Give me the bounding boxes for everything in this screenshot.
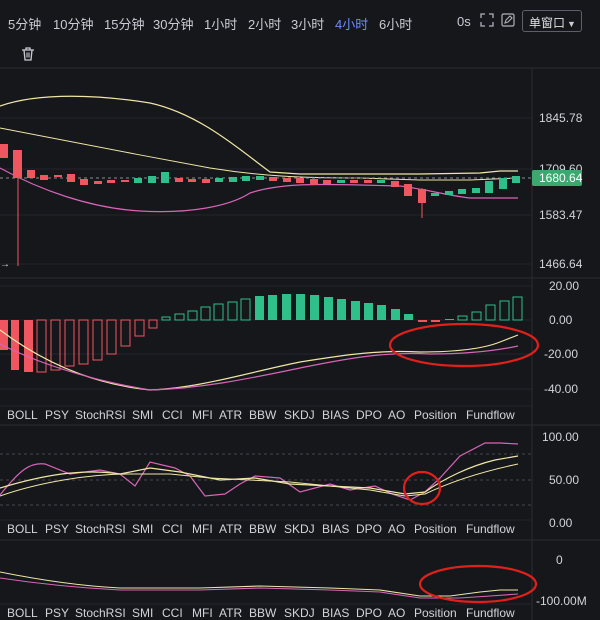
timeframe-6h[interactable]: 6小时 bbox=[379, 17, 413, 32]
price-candles bbox=[0, 144, 520, 266]
chevron-down-icon: ▼ bbox=[567, 19, 576, 29]
price-tick-4: 1466.64 bbox=[539, 257, 583, 271]
timeframe-2h[interactable]: 2小时 bbox=[248, 17, 282, 32]
tab-mfi[interactable]: MFI bbox=[192, 408, 213, 422]
tab-bbw[interactable]: BBW bbox=[249, 606, 277, 620]
tab-psy[interactable]: PSY bbox=[45, 606, 69, 620]
tab-boll[interactable]: BOLL bbox=[7, 408, 38, 422]
macd-tick-1: 20.00 bbox=[549, 279, 579, 293]
tab-bias[interactable]: BIAS bbox=[322, 606, 349, 620]
tab-dpo[interactable]: DPO bbox=[356, 522, 382, 536]
macd-panel: 20.00 0.00 -20.00 -40.00 bbox=[0, 279, 579, 396]
tab-fundflow[interactable]: Fundflow bbox=[466, 606, 515, 620]
macd-tick-4: -40.00 bbox=[544, 382, 578, 396]
tab-position[interactable]: Position bbox=[414, 408, 457, 422]
macd-tick-2: 0.00 bbox=[549, 313, 573, 327]
fund-tick-1: 0 bbox=[556, 553, 563, 567]
tab-stochrsi[interactable]: StochRSI bbox=[75, 408, 126, 422]
kdj-tick-1: 100.00 bbox=[542, 430, 579, 444]
tab-smi[interactable]: SMI bbox=[132, 522, 153, 536]
annotation-circle-fundflow bbox=[418, 564, 538, 604]
timeframe-30m[interactable]: 30分钟 bbox=[153, 17, 194, 32]
price-panel: → 1845.78 1709.60 1583.47 1466.64 1680.6… bbox=[0, 95, 583, 271]
tab-position[interactable]: Position bbox=[414, 606, 457, 620]
tab-bbw[interactable]: BBW bbox=[249, 408, 277, 422]
tab-cci[interactable]: CCI bbox=[162, 408, 183, 422]
fund-tick-2: -100.00M bbox=[536, 594, 587, 608]
kdj-tick-3: 0.00 bbox=[549, 516, 573, 530]
current-price-label: 1680.64 bbox=[539, 171, 583, 185]
price-arrow-marker: → bbox=[0, 259, 10, 270]
tab-bias[interactable]: BIAS bbox=[322, 408, 349, 422]
macd-tick-3: -20.00 bbox=[544, 347, 578, 361]
tab-stochrsi[interactable]: StochRSI bbox=[75, 606, 126, 620]
price-tick-1: 1845.78 bbox=[539, 111, 583, 125]
tab-ao[interactable]: AO bbox=[388, 408, 405, 422]
fundflow-pink-line bbox=[0, 577, 519, 599]
timeframe-10m[interactable]: 10分钟 bbox=[53, 17, 94, 32]
tab-atr[interactable]: ATR bbox=[219, 522, 242, 536]
tab-bbw[interactable]: BBW bbox=[249, 522, 277, 536]
tab-boll[interactable]: BOLL bbox=[7, 606, 38, 620]
macd-histogram bbox=[0, 294, 523, 373]
macd-dif-line bbox=[0, 329, 519, 391]
macd-grid bbox=[0, 285, 532, 390]
fundflow-panel: 0 -100.00M bbox=[0, 553, 587, 608]
boll-mid-line bbox=[0, 127, 519, 181]
tab-fundflow[interactable]: Fundflow bbox=[466, 522, 515, 536]
tab-smi[interactable]: SMI bbox=[132, 606, 153, 620]
tab-bias[interactable]: BIAS bbox=[322, 522, 349, 536]
indicator-tabs-macd: BOLL PSY StochRSI SMI CCI MFI ATR BBW SKDJ BIAS DP… bbox=[7, 408, 515, 422]
tab-position[interactable]: Position bbox=[414, 522, 457, 536]
fundflow-yellow-line bbox=[0, 571, 518, 597]
timeframe-toolbar: 5分钟 10分钟 15分钟 30分钟 1小时 2小时 3小时 4小时 6小时 0… bbox=[0, 0, 600, 44]
boll-lower-line bbox=[0, 167, 518, 213]
kdj-tick-2: 50.00 bbox=[549, 473, 579, 487]
tab-cci[interactable]: CCI bbox=[162, 522, 183, 536]
tab-dpo[interactable]: DPO bbox=[356, 606, 382, 620]
boll-upper-line bbox=[0, 95, 518, 175]
timeframe-15m[interactable]: 15分钟 bbox=[104, 17, 145, 32]
single-window-label: 单窗口 bbox=[529, 16, 566, 30]
timeframe-5m[interactable]: 5分钟 bbox=[8, 17, 42, 32]
tab-cci[interactable]: CCI bbox=[162, 606, 183, 620]
tab-dpo[interactable]: DPO bbox=[356, 408, 382, 422]
current-price-badge bbox=[532, 170, 582, 186]
tab-ao[interactable]: AO bbox=[388, 522, 405, 536]
price-tick-3: 1583.47 bbox=[539, 208, 583, 222]
panel-borders bbox=[0, 67, 600, 620]
tab-fundflow[interactable]: Fundflow bbox=[466, 408, 515, 422]
tab-boll[interactable]: BOLL bbox=[7, 522, 38, 536]
kdj-panel: 100.00 50.00 0.00 bbox=[0, 430, 579, 530]
trash-icon[interactable] bbox=[20, 46, 36, 62]
annotation-circle-kdj bbox=[402, 470, 442, 506]
tab-mfi[interactable]: MFI bbox=[192, 606, 213, 620]
tab-atr[interactable]: ATR bbox=[219, 408, 242, 422]
indicator-tabs-fundflow: BOLL PSY StochRSI SMI CCI MFI ATR BBW SKDJ BIAS DP… bbox=[7, 606, 515, 620]
countdown-label: 0s bbox=[457, 14, 471, 29]
indicator-tabs-kdj: BOLL PSY StochRSI SMI CCI MFI ATR BBW SKDJ BIAS DP… bbox=[7, 522, 515, 536]
tab-psy[interactable]: PSY bbox=[45, 522, 69, 536]
tab-ao[interactable]: AO bbox=[388, 606, 405, 620]
timeframe-1h[interactable]: 1小时 bbox=[204, 17, 238, 32]
tab-atr[interactable]: ATR bbox=[219, 606, 242, 620]
tab-psy[interactable]: PSY bbox=[45, 408, 69, 422]
timeframe-3h[interactable]: 3小时 bbox=[291, 17, 325, 32]
tab-skdj[interactable]: SKDJ bbox=[284, 606, 315, 620]
tab-stochrsi[interactable]: StochRSI bbox=[75, 522, 126, 536]
single-window-dropdown[interactable]: 单窗口 ▼ bbox=[522, 10, 582, 32]
tab-mfi[interactable]: MFI bbox=[192, 522, 213, 536]
tab-skdj[interactable]: SKDJ bbox=[284, 408, 315, 422]
annotation-circle-macd bbox=[388, 322, 540, 368]
timeframe-4h[interactable]: 4小时 bbox=[335, 17, 369, 32]
tab-smi[interactable]: SMI bbox=[132, 408, 153, 422]
fullscreen-icon[interactable] bbox=[480, 13, 494, 27]
tab-skdj[interactable]: SKDJ bbox=[284, 522, 315, 536]
edit-icon[interactable] bbox=[501, 13, 515, 27]
kdj-d-line bbox=[0, 463, 519, 497]
macd-dea-line bbox=[0, 343, 519, 391]
